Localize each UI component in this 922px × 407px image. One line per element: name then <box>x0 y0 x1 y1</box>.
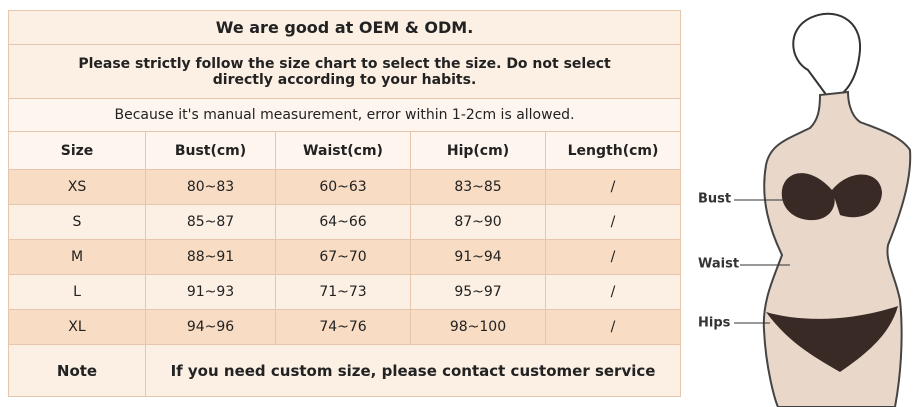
measure-cell: / <box>544 204 682 240</box>
size-row: L 91~93 71~73 95~97/ <box>8 274 682 310</box>
size-row: XS 80~83 60~63 83~85/ <box>8 169 682 205</box>
column-header: Bust(cm) <box>145 131 276 170</box>
measure-cell: 95~97 <box>410 274 546 310</box>
measure-cell: 85~87 <box>145 204 276 240</box>
hips-label: Hips <box>698 316 731 331</box>
figure: Bust Waist Hips <box>698 12 912 407</box>
measure-cell: 80~83 <box>145 169 276 205</box>
briefs <box>766 306 898 372</box>
note-row: Because it's manual measurement, error w… <box>7 98 682 132</box>
measure-cell: 87~90 <box>410 204 546 240</box>
measure-cell: 60~63 <box>275 169 411 205</box>
title: We are good at OEM & ODM. <box>7 10 682 45</box>
column-header: Hip(cm) <box>410 131 546 170</box>
instruction: Please strictly follow the size chart to… <box>7 44 682 99</box>
measure-cell: / <box>544 309 682 345</box>
measure-cell: 88~91 <box>145 239 276 275</box>
column-header: Size <box>8 131 146 170</box>
footer-label: Note <box>8 344 146 397</box>
title-row: We are good at OEM & ODM. <box>7 10 682 45</box>
measure-cell: 91~93 <box>145 274 276 310</box>
measure-cell: 64~66 <box>275 204 411 240</box>
measure-cell: / <box>544 274 682 310</box>
measure-cell: 91~94 <box>410 239 546 275</box>
measure-cell: 74~76 <box>275 309 411 345</box>
size-table: We are good at OEM & ODM. Please strictl… <box>7 10 682 397</box>
measure-cell: 67~70 <box>275 239 411 275</box>
footer-text: If you need custom size, please contact … <box>144 344 682 397</box>
measure-cell: 83~85 <box>410 169 546 205</box>
size-row: M 88~91 67~70 91~94/ <box>8 239 682 275</box>
size-cell: S <box>8 204 146 240</box>
header-row: Size Bust(cm) Waist(cm) Hip(cm) Length(cm) <box>8 131 682 170</box>
bust-label: Bust <box>698 192 731 207</box>
measure-cell: / <box>544 169 682 205</box>
instruction-row: Please strictly follow the size chart to… <box>7 44 682 99</box>
note: Because it's manual measurement, error w… <box>7 98 682 132</box>
size-cell: L <box>8 274 146 310</box>
measure-cell: 98~100 <box>410 309 546 345</box>
column-header: Length(cm) <box>544 131 682 170</box>
bra <box>781 173 882 221</box>
measure-cell: 94~96 <box>145 309 276 345</box>
footer-row: Note If you need custom size, please cont… <box>8 344 682 397</box>
size-row: XL 94~96 74~76 98~100/ <box>8 309 682 345</box>
waist-label: Waist <box>698 257 739 272</box>
size-cell: XL <box>8 309 146 345</box>
table-body: We are good at OEM & ODM. Please strictl… <box>7 10 682 397</box>
measure-cell: / <box>544 239 682 275</box>
measure-cell: 71~73 <box>275 274 411 310</box>
column-header: Waist(cm) <box>275 131 411 170</box>
size-cell: XS <box>8 169 146 205</box>
hair <box>792 12 862 102</box>
size-row: S 85~87 64~66 87~90/ <box>8 204 682 240</box>
size-cell: M <box>8 239 146 275</box>
